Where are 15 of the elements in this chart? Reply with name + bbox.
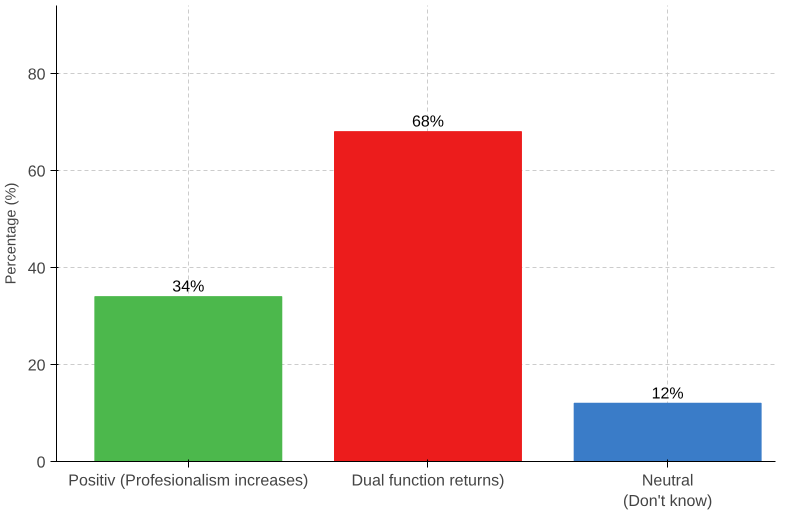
data-label: 12% (652, 385, 684, 402)
y-tick-label: 0 (36, 454, 46, 472)
data-label: 34% (172, 278, 204, 296)
y-tick-label: 80 (28, 66, 46, 84)
y-tick-label: 60 (28, 163, 46, 180)
bar (94, 296, 282, 462)
x-tick-label: Dual function returns) (352, 472, 504, 490)
x-tick-label: Neutral (Don't know) (623, 472, 712, 510)
bar (574, 402, 762, 462)
y-tick-label: 40 (28, 260, 46, 278)
y-tick-label: 20 (28, 357, 46, 374)
bar (334, 131, 522, 462)
x-tick-label: Positiv (Profesionalism increases) (68, 472, 308, 490)
data-label: 68% (412, 114, 444, 131)
y-axis-title: Percentage (%) (4, 182, 20, 284)
